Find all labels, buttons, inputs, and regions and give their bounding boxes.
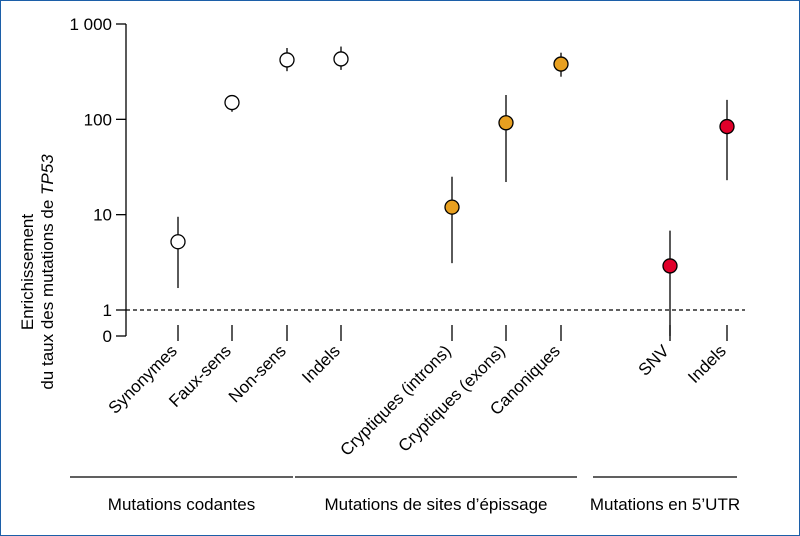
y-tick-label: 1 <box>103 301 112 320</box>
group-label: Mutations de sites d’épissage <box>324 495 548 514</box>
data-point <box>719 118 735 135</box>
category-label: Indels <box>684 341 730 387</box>
y-tick-label: 100 <box>84 110 112 129</box>
data-point <box>553 56 569 72</box>
data-point <box>498 115 514 131</box>
data-point <box>170 234 186 250</box>
category-label: Indels <box>298 341 344 387</box>
data-point <box>444 199 460 215</box>
category-label: SNV <box>635 341 674 380</box>
group-label: Mutations codantes <box>107 495 256 514</box>
category-label: Cryptiques (exons) <box>395 341 509 455</box>
data-point <box>333 51 349 67</box>
y-tick-label: 0 <box>103 327 112 346</box>
category-label: Non-sens <box>225 341 290 406</box>
group-label: Mutations en 5’UTR <box>589 495 741 514</box>
y-tick-label: 10 <box>93 206 112 225</box>
data-point <box>279 52 295 68</box>
data-point <box>662 258 678 274</box>
category-label: Synonymes <box>105 341 181 417</box>
y-tick-label: 1 000 <box>69 15 112 34</box>
data-point <box>224 94 240 111</box>
